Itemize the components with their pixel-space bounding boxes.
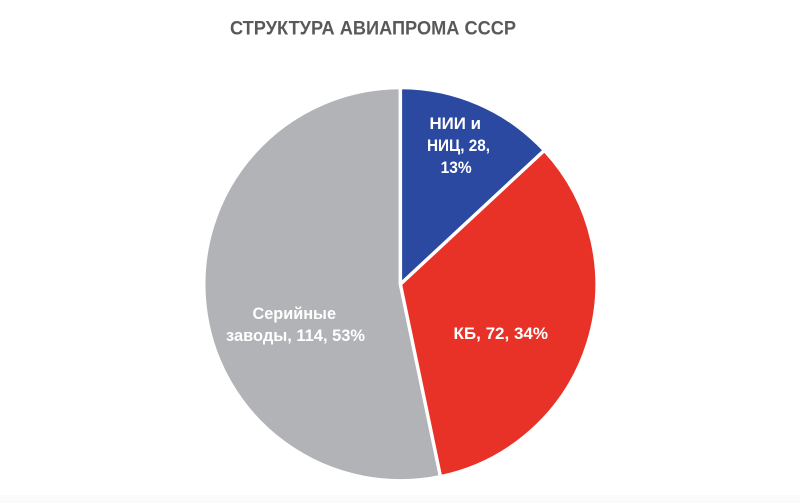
svg-text:СТРУКТУРА АВИАПРОМА СССР: СТРУКТУРА АВИАПРОМА СССР [230, 19, 516, 40]
svg-text:заводы, 114, 53%: заводы, 114, 53% [226, 327, 365, 345]
svg-text:Серийные: Серийные [253, 305, 337, 323]
svg-text:КБ, 72, 34%: КБ, 72, 34% [454, 325, 549, 343]
svg-text:НИЦ, 28,: НИЦ, 28, [427, 137, 490, 155]
svg-text:13%: 13% [441, 159, 472, 177]
svg-text:НИИ и: НИИ и [430, 115, 482, 133]
